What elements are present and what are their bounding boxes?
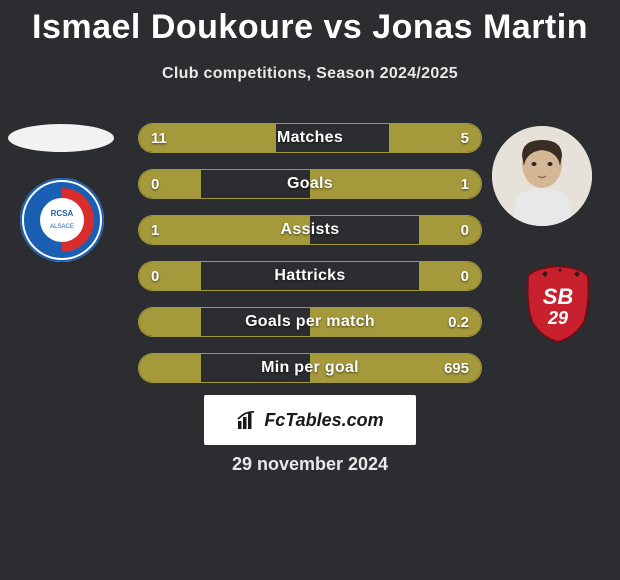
date-text: 29 november 2024 <box>0 454 620 475</box>
bar-value-left: 11 <box>151 124 167 152</box>
club-badge-right: SB 29 <box>516 260 600 344</box>
stat-bars: Matches115Goals01Assists10Hattricks00Goa… <box>138 123 482 399</box>
brand-box: FcTables.com <box>204 395 416 445</box>
svg-text:ALSACE: ALSACE <box>50 224 74 230</box>
svg-text:SB: SB <box>543 284 574 309</box>
svg-text:RCSA: RCSA <box>51 209 74 218</box>
bar-label: Min per goal <box>139 354 481 382</box>
stat-bar-row: Matches11 5 <box>138 123 482 153</box>
svg-text:29: 29 <box>547 308 568 328</box>
strasbourg-badge-icon: RCSA ALSACE <box>20 178 104 262</box>
bar-value-left: 0 <box>151 170 159 198</box>
vs-text: vs <box>323 8 362 46</box>
bar-value-right: 0 <box>461 216 469 244</box>
player2-avatar <box>492 126 592 226</box>
bar-value-right: 0 <box>461 262 469 290</box>
bar-label: Assists <box>139 216 481 244</box>
player1-name: Ismael Doukoure <box>32 8 313 46</box>
comparison-title: Ismael Doukoure vs Jonas Martin <box>0 0 620 47</box>
bar-value-left: 1 <box>151 216 159 244</box>
bar-label: Matches <box>139 124 481 152</box>
bar-label: Hattricks <box>139 262 481 290</box>
bar-label: Goals <box>139 170 481 198</box>
stat-bar-row: Min per goal695 <box>138 353 482 383</box>
bar-value-right: 1 <box>461 170 469 198</box>
stat-bar-row: Goals0 1 <box>138 169 482 199</box>
stat-bar-row: Hattricks0 0 <box>138 261 482 291</box>
bar-label: Goals per match <box>139 308 481 336</box>
bar-value-left: 0 <box>151 262 159 290</box>
bar-value-right: 5 <box>461 124 469 152</box>
brand-logo-icon <box>236 409 258 431</box>
bar-value-right: 695 <box>444 354 469 382</box>
subtitle: Club competitions, Season 2024/2025 <box>0 65 620 83</box>
player-silhouette-icon <box>492 126 592 226</box>
brand-text: FcTables.com <box>264 410 383 431</box>
player2-name: Jonas Martin <box>372 8 588 46</box>
brest-badge-icon: SB 29 <box>516 260 600 344</box>
stat-bar-row: Goals per match0.2 <box>138 307 482 337</box>
club-badge-left: RCSA ALSACE <box>20 178 104 262</box>
bar-value-right: 0.2 <box>448 308 469 336</box>
stat-bar-row: Assists1 0 <box>138 215 482 245</box>
player1-avatar-placeholder <box>8 124 114 152</box>
